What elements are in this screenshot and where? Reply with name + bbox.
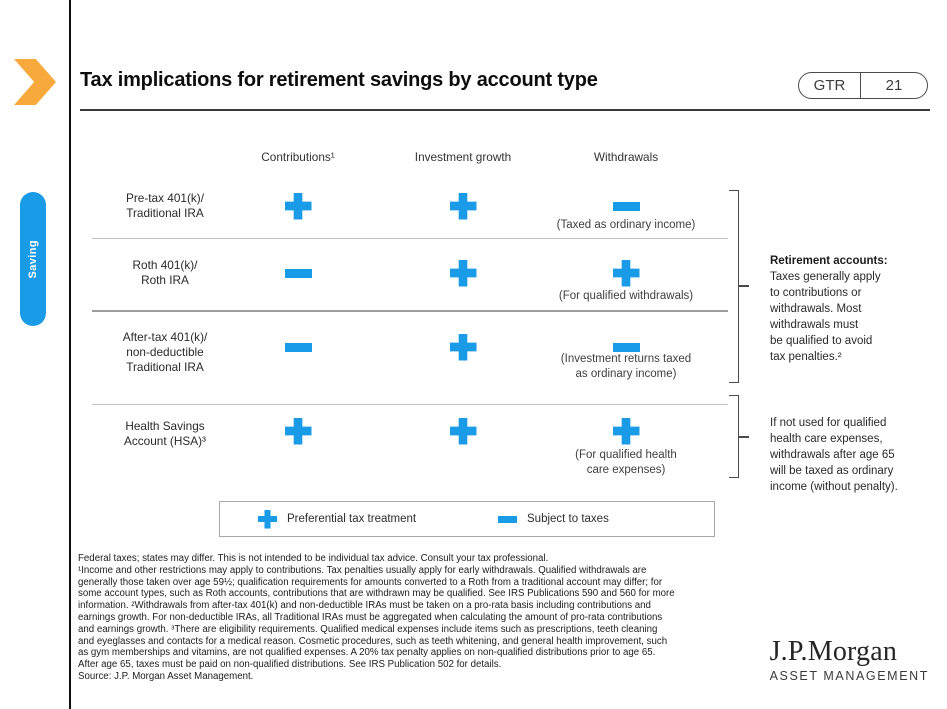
plus-icon bbox=[284, 192, 312, 220]
cell bbox=[443, 253, 483, 293]
minus-icon bbox=[612, 342, 640, 352]
legend-label: Subject to taxes bbox=[527, 513, 609, 525]
logo-division: ASSET MANAGEMENT bbox=[769, 669, 929, 683]
plus-icon bbox=[449, 259, 477, 287]
legend-item: Preferential tax treatment bbox=[258, 502, 416, 536]
plus-icon bbox=[258, 509, 277, 529]
minus-icon bbox=[284, 268, 312, 278]
legend-item: Subject to taxes bbox=[498, 502, 609, 536]
sidebar-tab-saving[interactable]: Saving bbox=[20, 192, 46, 326]
annotation-hsa: If not used for qualified health care ex… bbox=[770, 399, 942, 495]
gtr-page-number: 21 bbox=[885, 77, 903, 94]
title-rule bbox=[80, 109, 930, 111]
cell bbox=[278, 411, 318, 451]
row-separator bbox=[92, 310, 728, 312]
row-label: Pre-tax 401(k)/ Traditional IRA bbox=[125, 191, 205, 220]
minus-icon bbox=[284, 342, 312, 352]
cell bbox=[443, 411, 483, 451]
annotation-heading: Retirement accounts: bbox=[770, 255, 888, 267]
row-separator bbox=[92, 238, 728, 239]
cell-note: (Investment returns taxed as ordinary in… bbox=[560, 353, 692, 380]
plus-icon bbox=[449, 333, 477, 361]
cell bbox=[606, 327, 646, 367]
plus-icon bbox=[612, 259, 640, 287]
plus-icon bbox=[284, 417, 312, 445]
annotation-body: If not used for qualified health care ex… bbox=[770, 417, 898, 493]
plus-icon bbox=[449, 192, 477, 220]
cell bbox=[278, 253, 318, 293]
cell-note: (For qualified health care expenses) bbox=[575, 449, 677, 476]
cell bbox=[443, 327, 483, 367]
column-header-investment-growth: Investment growth bbox=[414, 150, 512, 164]
annotation-body: Taxes generally apply to contributions o… bbox=[770, 271, 881, 363]
chevron-icon bbox=[14, 59, 56, 105]
minus-icon bbox=[612, 201, 640, 211]
left-edge-rule bbox=[69, 0, 71, 709]
cell bbox=[606, 253, 646, 293]
gtr-page-badge: GTR 21 bbox=[798, 72, 928, 99]
gtr-label: GTR bbox=[799, 73, 861, 98]
plus-icon bbox=[449, 417, 477, 445]
jpmorgan-logo: J.P.Morgan ASSET MANAGEMENT bbox=[769, 636, 929, 684]
row-label: Health Savings Account (HSA)³ bbox=[124, 419, 206, 448]
bracket-hsa bbox=[729, 395, 739, 478]
column-header-contributions: Contributions¹ bbox=[261, 150, 335, 164]
cell-note: (For qualified withdrawals) bbox=[558, 290, 694, 302]
cell bbox=[278, 186, 318, 226]
row-separator bbox=[92, 404, 728, 405]
cell-note: (Taxed as ordinary income) bbox=[556, 219, 696, 231]
legend-box: Preferential tax treatment Subject to ta… bbox=[219, 501, 715, 537]
sidebar-tab-label: Saving bbox=[27, 239, 39, 279]
row-label: After-tax 401(k)/ non-deductible Traditi… bbox=[122, 330, 208, 374]
annotation-retirement: Retirement accounts: Taxes generally appl… bbox=[770, 237, 942, 381]
cell bbox=[606, 186, 646, 226]
cell bbox=[606, 411, 646, 451]
footnotes: Federal taxes; states may differ. This i… bbox=[78, 553, 675, 682]
minus-icon bbox=[498, 515, 517, 523]
legend-label: Preferential tax treatment bbox=[287, 513, 417, 525]
cell bbox=[278, 327, 318, 367]
cell bbox=[443, 186, 483, 226]
logo-wordmark: J.P.Morgan bbox=[769, 636, 898, 667]
bracket-retirement bbox=[729, 190, 739, 383]
plus-icon bbox=[612, 417, 640, 445]
bracket-tick bbox=[739, 285, 749, 287]
row-label: Roth 401(k)/ Roth IRA bbox=[132, 258, 198, 287]
bracket-tick bbox=[739, 436, 749, 438]
column-header-withdrawals: Withdrawals bbox=[593, 150, 659, 164]
page-title: Tax implications for retirement savings … bbox=[80, 69, 598, 91]
